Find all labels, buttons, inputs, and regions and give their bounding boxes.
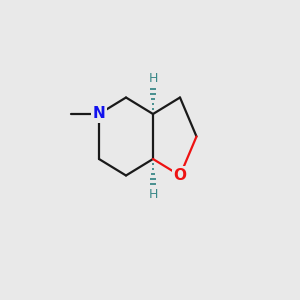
Text: H: H [148,71,158,85]
Text: N: N [93,106,105,122]
Text: O: O [173,168,187,183]
Text: H: H [148,188,158,202]
